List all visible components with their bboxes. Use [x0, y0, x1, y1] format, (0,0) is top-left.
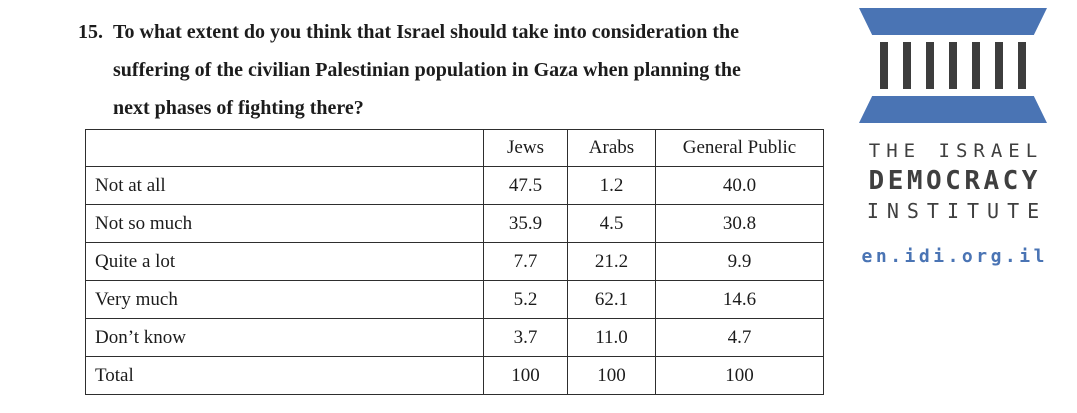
column-bar — [926, 42, 934, 89]
column-base-icon — [859, 96, 1047, 123]
table-row: Don’t know 3.7 11.0 4.7 — [85, 318, 824, 357]
logo-website: en.idi.org.il — [861, 246, 1048, 267]
cell-general-public: 30.8 — [655, 204, 824, 243]
table-row: Not at all 47.5 1.2 40.0 — [85, 166, 824, 205]
cell-arabs: 62.1 — [567, 280, 656, 319]
table-row: Not so much 35.9 4.5 30.8 — [85, 204, 824, 243]
column-bar — [880, 42, 888, 89]
row-label: Not at all — [85, 166, 484, 205]
column-bar — [972, 42, 980, 89]
cell-jews: 47.5 — [483, 166, 568, 205]
question-line-1: To what extent do you think that Israel … — [113, 21, 740, 43]
cell-arabs: 11.0 — [567, 318, 656, 357]
column-bars-icon — [880, 42, 1026, 89]
table-header-row: Jews Arabs General Public — [85, 129, 824, 167]
idi-logo: THE ISRAEL DEMOCRACY INSTITUTE en.idi.or… — [856, 8, 1050, 267]
cell-jews: 5.2 — [483, 280, 568, 319]
header-cell-arabs: Arabs — [567, 129, 656, 167]
row-label: Quite a lot — [85, 242, 484, 281]
column-capital-icon — [859, 8, 1047, 35]
cell-jews: 100 — [483, 356, 568, 395]
logo-text-line-2: DEMOCRACY — [868, 166, 1041, 196]
logo-text-line-1: THE ISRAEL — [868, 140, 1044, 162]
cell-general-public: 100 — [655, 356, 824, 395]
header-cell-general-public: General Public — [655, 129, 824, 167]
column-bar — [995, 42, 1003, 89]
table-row: Quite a lot 7.7 21.2 9.9 — [85, 242, 824, 281]
cell-jews: 3.7 — [483, 318, 568, 357]
row-label: Very much — [85, 280, 484, 319]
question-block: 15. To what extent do you think that Isr… — [78, 13, 808, 127]
question-text: To what extent do you think that Israel … — [113, 13, 741, 127]
table-row: Very much 5.2 62.1 14.6 — [85, 280, 824, 319]
logo-text-line-3: INSTITUTE — [866, 199, 1048, 223]
cell-general-public: 40.0 — [655, 166, 824, 205]
cell-arabs: 4.5 — [567, 204, 656, 243]
cell-general-public: 14.6 — [655, 280, 824, 319]
row-label: Don’t know — [85, 318, 484, 357]
column-bar — [903, 42, 911, 89]
idi-logo-mark — [859, 8, 1047, 123]
cell-arabs: 1.2 — [567, 166, 656, 205]
header-cell-jews: Jews — [483, 129, 568, 167]
cell-general-public: 9.9 — [655, 242, 824, 281]
column-bar — [949, 42, 957, 89]
results-table: Jews Arabs General Public Not at all 47.… — [85, 129, 824, 395]
header-cell-empty — [85, 129, 484, 167]
column-bar — [1018, 42, 1026, 89]
row-label: Not so much — [85, 204, 484, 243]
table-row: Total 100 100 100 — [85, 356, 824, 395]
cell-arabs: 21.2 — [567, 242, 656, 281]
row-label: Total — [85, 356, 484, 395]
question-line-3: next phases of fighting there? — [113, 97, 364, 119]
cell-arabs: 100 — [567, 356, 656, 395]
question-number: 15. — [78, 21, 103, 43]
cell-general-public: 4.7 — [655, 318, 824, 357]
question-line-2: suffering of the civilian Palestinian po… — [113, 59, 741, 81]
cell-jews: 35.9 — [483, 204, 568, 243]
cell-jews: 7.7 — [483, 242, 568, 281]
